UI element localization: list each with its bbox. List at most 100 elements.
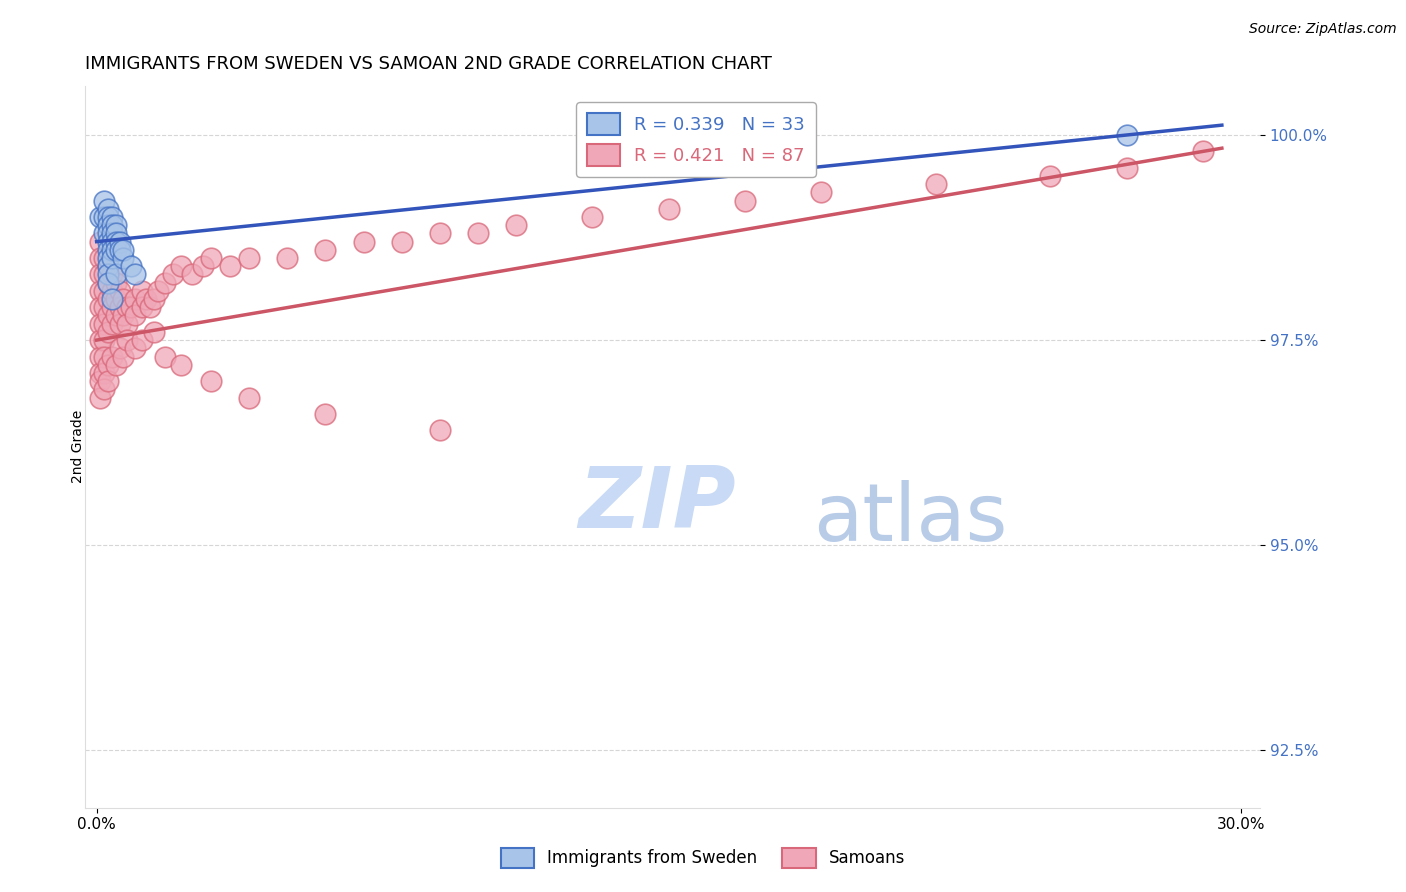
Point bbox=[93, 268, 115, 282]
Point bbox=[97, 268, 120, 282]
Point bbox=[238, 391, 260, 405]
Point bbox=[89, 333, 111, 347]
Point bbox=[155, 350, 177, 364]
Point bbox=[112, 243, 135, 257]
Text: atlas: atlas bbox=[814, 480, 1008, 558]
Point bbox=[89, 284, 111, 298]
Point bbox=[1039, 169, 1062, 183]
Point bbox=[155, 276, 177, 290]
Point bbox=[181, 268, 204, 282]
Point bbox=[124, 309, 146, 323]
Point bbox=[429, 227, 451, 241]
Point bbox=[93, 210, 115, 224]
Point bbox=[97, 227, 120, 241]
Point bbox=[124, 268, 146, 282]
Point bbox=[108, 341, 131, 355]
Point bbox=[1191, 145, 1213, 159]
Point bbox=[353, 235, 375, 249]
Point bbox=[97, 276, 120, 290]
Point bbox=[734, 194, 756, 208]
Point bbox=[658, 202, 681, 216]
Point bbox=[89, 350, 111, 364]
Point bbox=[101, 300, 124, 314]
Point bbox=[142, 325, 165, 339]
Point bbox=[104, 276, 127, 290]
Point bbox=[89, 366, 111, 380]
Point bbox=[131, 300, 153, 314]
Point bbox=[810, 186, 832, 200]
Point bbox=[925, 178, 948, 192]
Point bbox=[101, 243, 124, 257]
Point bbox=[131, 284, 153, 298]
Point bbox=[97, 243, 120, 257]
Point bbox=[93, 317, 115, 331]
Point bbox=[97, 325, 120, 339]
Point bbox=[89, 210, 111, 224]
Point bbox=[505, 219, 527, 233]
Point bbox=[124, 341, 146, 355]
Point bbox=[169, 260, 191, 274]
Point bbox=[89, 374, 111, 388]
Point bbox=[115, 300, 138, 314]
Point bbox=[89, 251, 111, 265]
Point bbox=[97, 235, 120, 249]
Point bbox=[101, 227, 124, 241]
Point bbox=[169, 358, 191, 372]
Y-axis label: 2nd Grade: 2nd Grade bbox=[72, 410, 86, 483]
Point bbox=[276, 251, 298, 265]
Point bbox=[135, 292, 157, 306]
Point bbox=[93, 366, 115, 380]
Point bbox=[97, 260, 120, 274]
Point bbox=[112, 292, 135, 306]
Point bbox=[115, 333, 138, 347]
Legend: Immigrants from Sweden, Samoans: Immigrants from Sweden, Samoans bbox=[494, 841, 912, 875]
Point bbox=[89, 317, 111, 331]
Point bbox=[1115, 161, 1137, 175]
Point bbox=[108, 284, 131, 298]
Point bbox=[97, 219, 120, 233]
Point bbox=[124, 292, 146, 306]
Point bbox=[97, 292, 120, 306]
Point bbox=[97, 202, 120, 216]
Point bbox=[581, 210, 603, 224]
Point bbox=[115, 317, 138, 331]
Point bbox=[200, 374, 222, 388]
Point bbox=[108, 243, 131, 257]
Point bbox=[200, 251, 222, 265]
Point bbox=[101, 251, 124, 265]
Point bbox=[97, 358, 120, 372]
Point bbox=[97, 251, 120, 265]
Point bbox=[131, 333, 153, 347]
Point bbox=[112, 350, 135, 364]
Text: ZIP: ZIP bbox=[579, 463, 737, 546]
Point bbox=[104, 219, 127, 233]
Point bbox=[108, 317, 131, 331]
Point bbox=[104, 358, 127, 372]
Point bbox=[112, 251, 135, 265]
Point bbox=[89, 391, 111, 405]
Point bbox=[93, 300, 115, 314]
Point bbox=[429, 423, 451, 437]
Point bbox=[315, 407, 337, 421]
Point bbox=[146, 284, 169, 298]
Point bbox=[108, 300, 131, 314]
Point bbox=[108, 235, 131, 249]
Point bbox=[97, 210, 120, 224]
Point bbox=[104, 292, 127, 306]
Point bbox=[97, 309, 120, 323]
Point bbox=[101, 219, 124, 233]
Point bbox=[89, 268, 111, 282]
Point bbox=[104, 235, 127, 249]
Point bbox=[93, 227, 115, 241]
Point bbox=[162, 268, 184, 282]
Point bbox=[104, 243, 127, 257]
Point bbox=[101, 210, 124, 224]
Point bbox=[97, 374, 120, 388]
Legend: R = 0.339   N = 33, R = 0.421   N = 87: R = 0.339 N = 33, R = 0.421 N = 87 bbox=[576, 102, 815, 177]
Point bbox=[101, 284, 124, 298]
Point bbox=[93, 382, 115, 396]
Point bbox=[120, 260, 142, 274]
Point bbox=[93, 194, 115, 208]
Point bbox=[139, 300, 162, 314]
Point bbox=[101, 292, 124, 306]
